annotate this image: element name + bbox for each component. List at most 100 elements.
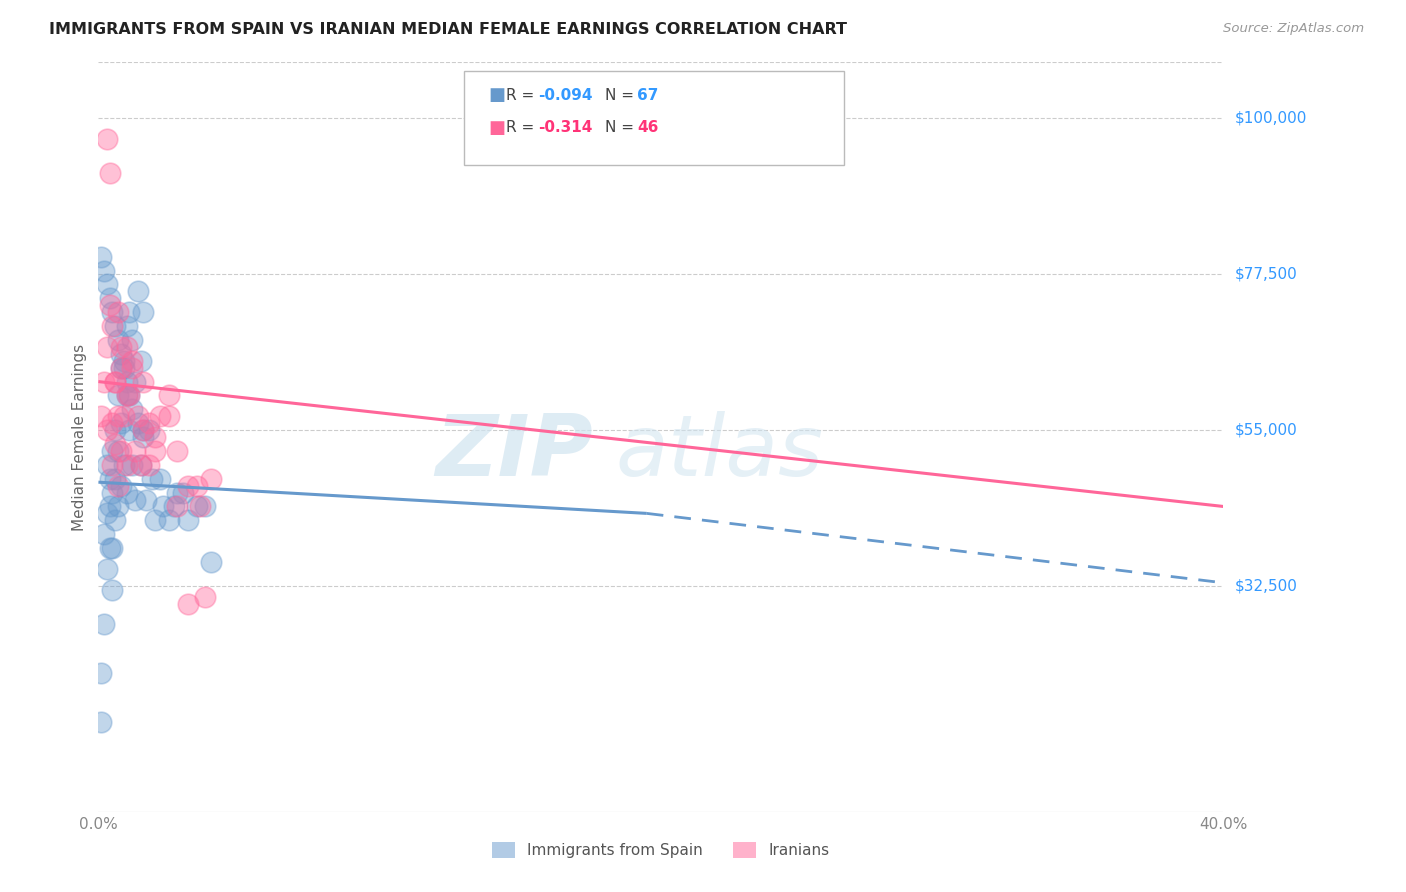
Point (115, 388, 138, 402)
Point (177, 597, 200, 611)
Point (141, 472, 163, 486)
Point (101, 444, 124, 458)
Point (200, 555, 222, 569)
Point (107, 333, 129, 347)
Text: ZIP: ZIP (436, 410, 593, 493)
Point (104, 513, 127, 527)
Point (121, 333, 143, 347)
Point (110, 416, 132, 430)
Point (166, 500, 188, 514)
Point (107, 478, 129, 492)
Point (166, 444, 188, 458)
Point (118, 423, 141, 437)
Point (104, 319, 127, 334)
Point (110, 340, 132, 354)
Point (112, 353, 135, 368)
Point (138, 423, 160, 437)
Point (101, 305, 124, 319)
Point (186, 478, 208, 492)
Point (143, 513, 166, 527)
Point (112, 458, 135, 472)
Point (112, 409, 135, 424)
Point (127, 416, 149, 430)
Point (104, 437, 127, 451)
Text: atlas: atlas (616, 410, 824, 493)
Point (96, 507, 118, 521)
Point (101, 319, 124, 334)
Point (132, 430, 155, 444)
Text: R =: R = (506, 88, 540, 103)
Point (93, 263, 115, 277)
Point (177, 478, 200, 492)
Point (194, 590, 217, 604)
Point (110, 478, 132, 492)
Point (121, 402, 143, 417)
Y-axis label: Median Female Earnings: Median Female Earnings (72, 343, 87, 531)
Point (127, 409, 149, 424)
Point (132, 423, 155, 437)
Point (115, 340, 138, 354)
Point (104, 375, 127, 389)
Point (90, 714, 112, 729)
Point (129, 458, 152, 472)
Point (194, 500, 217, 514)
Text: R =: R = (506, 120, 540, 135)
Point (157, 388, 180, 402)
Point (101, 458, 124, 472)
Point (124, 375, 146, 389)
Point (121, 458, 143, 472)
Point (96, 423, 118, 437)
Point (93, 617, 115, 632)
Point (149, 409, 172, 424)
Text: $32,500: $32,500 (1234, 579, 1298, 594)
Point (110, 444, 132, 458)
Point (143, 444, 166, 458)
Legend: Immigrants from Spain, Iranians: Immigrants from Spain, Iranians (486, 836, 835, 864)
Point (98, 166, 121, 180)
Point (101, 541, 124, 555)
Text: N =: N = (605, 88, 638, 103)
Text: $55,000: $55,000 (1234, 423, 1298, 438)
Point (157, 513, 180, 527)
Point (112, 360, 135, 375)
Point (104, 423, 127, 437)
Point (132, 375, 155, 389)
Point (110, 360, 132, 375)
Point (101, 416, 124, 430)
Point (157, 409, 180, 424)
Point (118, 388, 141, 402)
Text: -0.094: -0.094 (538, 88, 593, 103)
Point (127, 285, 149, 299)
Text: N =: N = (605, 120, 638, 135)
Point (93, 527, 115, 541)
Point (98, 472, 121, 486)
Point (115, 375, 138, 389)
Point (90, 250, 112, 264)
Point (200, 472, 222, 486)
Point (121, 353, 143, 368)
Point (118, 388, 141, 402)
Text: -0.314: -0.314 (538, 120, 593, 135)
Point (107, 409, 129, 424)
Point (186, 500, 208, 514)
Point (104, 472, 127, 486)
Point (132, 305, 155, 319)
Point (98, 298, 121, 312)
Text: Source: ZipAtlas.com: Source: ZipAtlas.com (1223, 22, 1364, 36)
Point (115, 485, 138, 500)
Point (110, 360, 132, 375)
Point (98, 291, 121, 305)
Text: 46: 46 (637, 120, 658, 135)
Point (96, 340, 118, 354)
Point (90, 409, 112, 424)
Point (93, 375, 115, 389)
Text: ■: ■ (488, 87, 505, 104)
Point (107, 500, 129, 514)
Point (124, 492, 146, 507)
Point (96, 458, 118, 472)
Point (96, 277, 118, 292)
Point (90, 665, 112, 680)
Point (115, 319, 138, 334)
Point (129, 353, 152, 368)
Point (118, 305, 141, 319)
